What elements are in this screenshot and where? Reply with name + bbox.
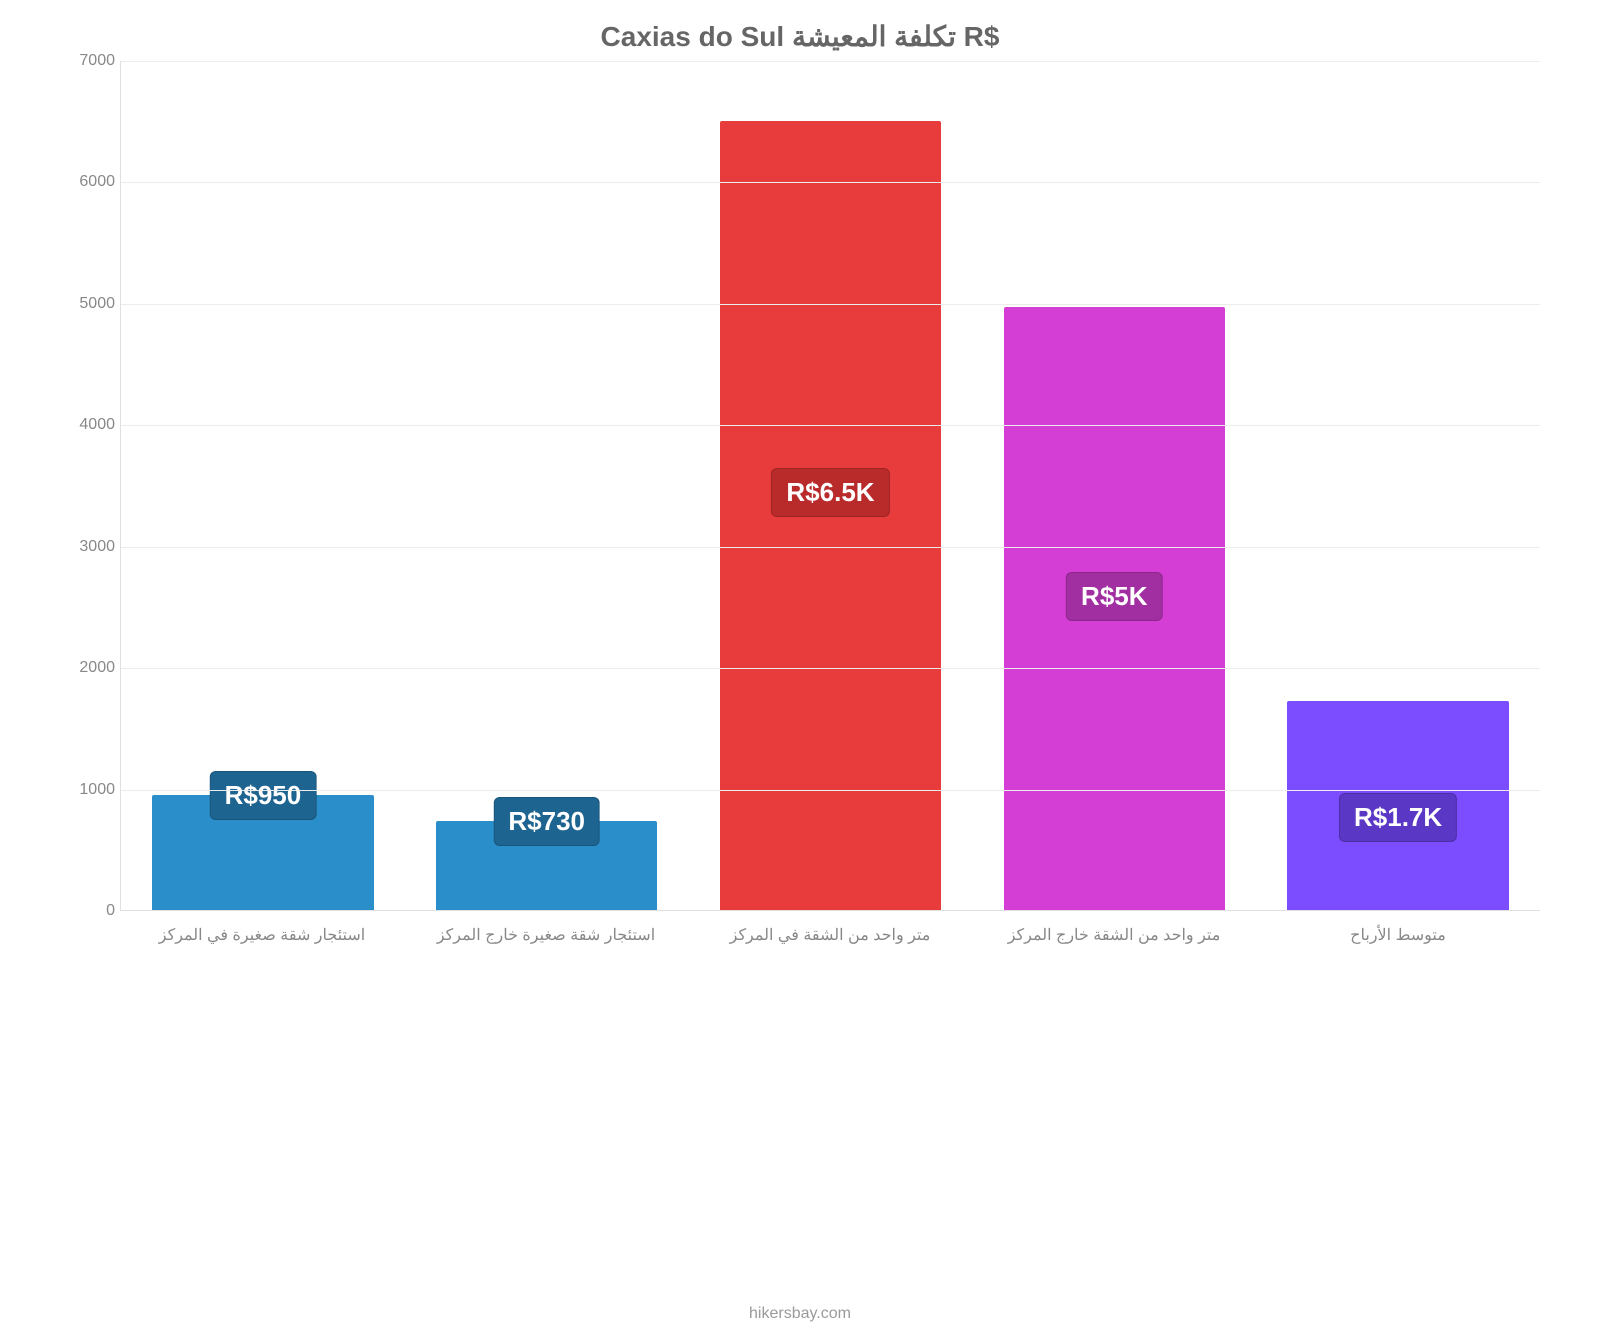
gridline [121, 547, 1540, 548]
bar: R$5K [1004, 307, 1225, 911]
y-tick-label: 1000 [65, 781, 115, 799]
plot-area: R$950R$730R$6.5KR$5KR$1.7K 0100020003000… [120, 61, 1540, 911]
y-tick-label: 0 [65, 902, 115, 920]
bar-value-label: R$950 [210, 771, 317, 820]
x-tick-label: استئجار شقة صغيرة خارج المركز [404, 925, 688, 945]
gridline [121, 668, 1540, 669]
bar-slot: R$950 [121, 61, 405, 910]
y-tick-label: 7000 [65, 52, 115, 70]
bar: R$950 [152, 795, 373, 910]
x-tick-label: متر واحد من الشقة في المركز [688, 925, 972, 945]
y-tick-label: 4000 [65, 416, 115, 434]
bar-slot: R$730 [405, 61, 689, 910]
bar: R$1.7K [1287, 701, 1508, 910]
bar-value-label: R$6.5K [771, 468, 889, 517]
gridline [121, 790, 1540, 791]
y-tick-label: 5000 [65, 295, 115, 313]
gridline [121, 182, 1540, 183]
gridline [121, 425, 1540, 426]
bar: R$6.5K [720, 121, 941, 910]
bar-value-label: R$730 [493, 797, 600, 846]
gridline [121, 304, 1540, 305]
x-axis-labels: استئجار شقة صغيرة في المركزاستئجار شقة ص… [120, 925, 1540, 945]
bar-value-label: R$1.7K [1339, 793, 1457, 842]
x-tick-label: استئجار شقة صغيرة في المركز [120, 925, 404, 945]
x-tick-label: متوسط الأرباح [1256, 925, 1540, 945]
y-tick-label: 2000 [65, 659, 115, 677]
bar-slot: R$6.5K [689, 61, 973, 910]
y-tick-label: 3000 [65, 538, 115, 556]
bar-slot: R$5K [972, 61, 1256, 910]
chart-container: Caxias do Sul تكلفة المعيشة R$ R$950 R$73… [60, 20, 1540, 1120]
bar: R$730 [436, 821, 657, 910]
credit-text: hikersbay.com [60, 1305, 1540, 1323]
bar-value-label: R$5K [1066, 572, 1162, 621]
x-tick-label: متر واحد من الشقة خارج المركز [972, 925, 1256, 945]
bar-slot: R$1.7K [1256, 61, 1540, 910]
bars-group: R$950 R$730 R$6.5K R$5K R$1.7K [121, 61, 1540, 910]
y-tick-label: 6000 [65, 173, 115, 191]
chart-title: Caxias do Sul تكلفة المعيشة R$ [60, 20, 1540, 53]
gridline [121, 61, 1540, 62]
